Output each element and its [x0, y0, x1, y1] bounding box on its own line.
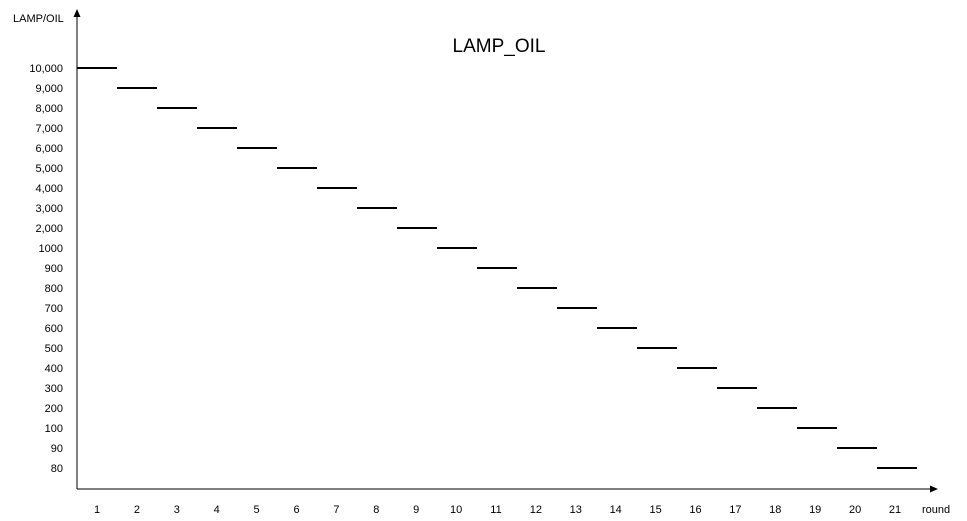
y-tick-label: 9,000 [35, 83, 63, 95]
y-tick-label: 2,000 [35, 223, 63, 235]
x-tick-label: 19 [809, 504, 821, 516]
x-tick-label: 11 [490, 504, 501, 516]
x-tick-label: 15 [649, 504, 661, 516]
y-tick-label: 3,000 [35, 203, 63, 215]
x-tick-label: 3 [174, 504, 180, 516]
y-tick-label: 8,000 [35, 103, 63, 115]
x-axis-label: round [922, 504, 950, 516]
x-tick-label: 17 [729, 504, 741, 516]
y-tick-label: 600 [45, 323, 63, 335]
x-tick-label: 6 [293, 504, 299, 516]
x-tick-label: 5 [254, 504, 260, 516]
y-tick-label: 800 [45, 283, 63, 295]
y-tick-label: 90 [51, 443, 63, 455]
x-tick-label: 4 [214, 504, 220, 516]
y-tick-label: 10,000 [29, 63, 63, 75]
y-tick-label: 4,000 [35, 183, 63, 195]
x-tick-label: 1 [94, 504, 100, 516]
x-tick-label: 18 [769, 504, 781, 516]
y-tick-label: 7,000 [35, 123, 63, 135]
y-tick-labels: 10,000 9,000 8,000 7,000 6,000 5,000 4,000 3,00… [29, 63, 63, 475]
y-axis-label: LAMP/OIL [13, 13, 64, 25]
x-tick-label: 8 [373, 504, 379, 516]
x-tick-label: 9 [413, 504, 419, 516]
y-tick-label: 700 [45, 303, 63, 315]
x-axis-arrow [930, 485, 938, 493]
x-tick-label: 10 [450, 504, 462, 516]
x-tick-label: 21 [889, 504, 901, 516]
x-tick-labels: 1 2 3 4 5 6 7 8 9 10 11 12 13 14 15 16 17 18 19 20 21 [94, 504, 901, 516]
data-marks [77, 67, 917, 469]
y-axis-arrow [73, 9, 81, 17]
y-tick-label: 100 [45, 423, 63, 435]
y-tick-label: 200 [45, 403, 63, 415]
y-tick-label: 900 [45, 263, 63, 275]
x-tick-label: 16 [689, 504, 701, 516]
x-tick-label: 7 [333, 504, 339, 516]
x-tick-label: 12 [530, 504, 542, 516]
y-tick-label: 500 [45, 343, 63, 355]
x-tick-label: 20 [849, 504, 861, 516]
x-tick-label: 13 [570, 504, 582, 516]
y-tick-label: 300 [45, 383, 63, 395]
chart-title: LAMP_OIL [453, 36, 546, 57]
y-tick-label: 400 [45, 363, 63, 375]
y-tick-label: 1000 [39, 243, 63, 255]
y-tick-label: 80 [51, 463, 63, 475]
y-tick-label: 6,000 [35, 143, 63, 155]
x-tick-label: 2 [134, 504, 140, 516]
y-tick-label: 5,000 [35, 163, 63, 175]
x-tick-label: 14 [610, 504, 622, 516]
